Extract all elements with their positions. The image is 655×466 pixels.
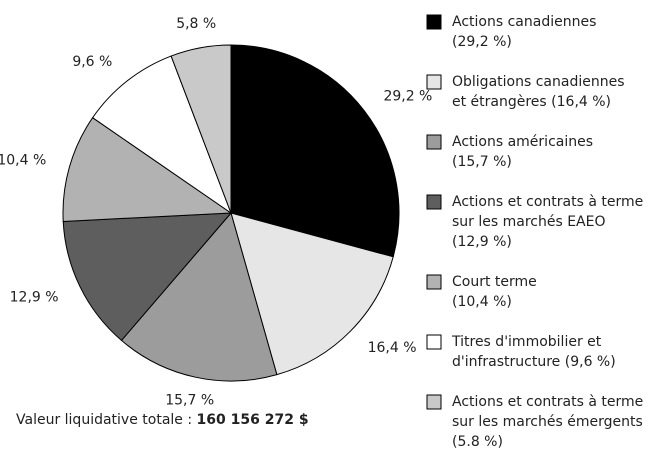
legend-swatch xyxy=(426,394,442,410)
total-label: Valeur liquidative totale : xyxy=(16,412,192,428)
slice-label: 12,9 % xyxy=(10,289,59,305)
legend-swatch xyxy=(426,134,442,150)
pie-slice xyxy=(230,212,394,376)
slice-label: 9,6 % xyxy=(72,54,112,70)
pie-slice xyxy=(62,117,233,222)
legend-label: Actions et contrats à terme sur les march… xyxy=(452,194,643,250)
slice-label: 16,4 % xyxy=(368,340,417,356)
slice-label: 10,4 % xyxy=(0,153,46,169)
legend-swatch xyxy=(426,194,442,210)
legend-label: Obligations canadiennes et étrangères (16… xyxy=(452,74,624,110)
pie-slice xyxy=(230,44,400,258)
pie-slice xyxy=(91,55,233,215)
total-value: 160 156 272 $ xyxy=(197,412,309,428)
slice-label: 15,7 % xyxy=(165,393,214,409)
legend-label: Actions canadiennes (29,2 %) xyxy=(452,14,596,50)
legend-label: Titres d'immobilier et d'infrastructure (… xyxy=(451,334,616,370)
slice-label: 5,8 % xyxy=(176,16,216,32)
legend-label: Actions et contrats à terme sur les march… xyxy=(452,394,643,450)
pie-slice xyxy=(62,212,233,342)
legend-swatch xyxy=(426,334,442,350)
legend-swatch xyxy=(426,14,442,30)
pie-slice xyxy=(120,211,278,382)
legend-label: Court terme (10,4 %) xyxy=(452,274,537,310)
legend-swatch xyxy=(426,274,442,290)
slice-label: 29,2 % xyxy=(383,88,432,104)
pie-slice xyxy=(170,44,232,214)
legend-label: Actions américaines (15,7 %) xyxy=(452,134,593,170)
legend-swatch xyxy=(426,74,442,90)
total: Valeur liquidative totale : 160 156 272 … xyxy=(16,412,309,428)
